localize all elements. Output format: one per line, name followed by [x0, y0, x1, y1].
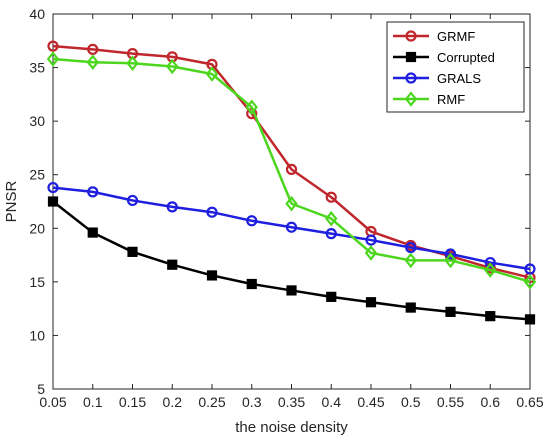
data-point — [206, 206, 218, 218]
data-point — [47, 40, 59, 52]
y-tick-label: 25 — [29, 167, 45, 183]
data-point — [405, 241, 417, 254]
legend-swatch-marker — [405, 30, 417, 42]
data-point — [445, 306, 456, 317]
x-tick-label: 0.1 — [83, 394, 103, 410]
data-point — [87, 227, 98, 238]
data-point — [205, 66, 219, 82]
data-point — [246, 278, 257, 290]
x-tick-label: 0.45 — [357, 394, 384, 410]
legend-swatch-marker — [404, 91, 418, 107]
legend-swatch-marker — [405, 72, 417, 84]
data-point — [166, 201, 178, 213]
y-tick-label: 10 — [29, 327, 45, 343]
data-point — [404, 252, 417, 269]
x-axis-label: the noise density — [235, 419, 348, 436]
x-tick-label: 0.4 — [322, 394, 342, 410]
y-axis-label: PNSR — [3, 181, 20, 223]
data-point — [126, 194, 139, 207]
x-tick-label: 0.05 — [39, 394, 66, 410]
data-point — [47, 181, 59, 194]
legend-label: RMF — [437, 92, 465, 107]
x-tick-label: 0.3 — [242, 394, 262, 410]
data-point — [246, 215, 258, 227]
data-point — [87, 43, 99, 55]
legend-item: GRALS — [393, 71, 481, 86]
data-point — [285, 221, 298, 233]
legend-item: Corrupted — [393, 50, 495, 65]
data-point — [206, 270, 218, 281]
data-point — [524, 263, 536, 275]
y-tick-label: 35 — [29, 60, 45, 76]
data-point — [326, 291, 337, 302]
legend-swatch-marker — [405, 51, 417, 63]
series-rmf — [46, 51, 537, 290]
legend-label: GRMF — [437, 29, 475, 44]
data-point — [444, 252, 457, 269]
legend-label: GRALS — [437, 71, 481, 86]
data-point — [285, 195, 298, 212]
x-tick-label: 0.2 — [163, 394, 183, 410]
x-tick-label: 0.5 — [401, 394, 421, 410]
legend: GRMF Corrupted GRALS RMF — [386, 21, 525, 113]
data-point — [484, 262, 497, 278]
data-point — [365, 297, 377, 308]
data-point — [484, 256, 496, 269]
data-point — [127, 246, 138, 257]
data-point — [325, 210, 338, 227]
data-point — [126, 55, 139, 72]
data-point — [285, 163, 298, 175]
data-point — [86, 54, 99, 70]
x-axis: 0.05 0.1 0.15 0.2 0.25 0.3 0.35 0.4 0.45 0.5 0.55 0… — [39, 14, 544, 410]
x-tick-label: 0.15 — [119, 394, 146, 410]
y-tick-label: 20 — [29, 220, 45, 236]
data-point — [365, 234, 377, 246]
y-tick-label: 5 — [37, 381, 45, 397]
data-point — [166, 58, 179, 75]
data-point — [46, 51, 60, 67]
x-tick-label: 0.35 — [278, 394, 305, 410]
data-point — [245, 99, 258, 115]
data-point — [286, 285, 297, 296]
series-corrupted — [47, 196, 536, 325]
data-point — [167, 259, 178, 270]
data-point — [524, 314, 536, 325]
x-tick-label: 0.55 — [437, 394, 464, 410]
legend-item: GRMF — [393, 29, 475, 44]
data-point — [405, 302, 416, 313]
data-point — [47, 196, 59, 207]
data-point — [325, 228, 337, 240]
legend-label: Corrupted — [437, 50, 495, 65]
y-tick-label: 30 — [29, 113, 45, 129]
y-axis: 5 10 15 20 25 30 35 40 — [29, 6, 530, 397]
series-line — [52, 57, 531, 284]
x-tick-label: 0.65 — [516, 394, 543, 410]
data-point — [325, 191, 337, 203]
x-tick-label: 0.25 — [198, 394, 225, 410]
data-point — [485, 311, 496, 322]
data-point — [364, 245, 378, 261]
x-tick-label: 0.6 — [481, 394, 501, 410]
series-layer — [46, 40, 537, 325]
y-tick-label: 40 — [29, 6, 45, 22]
data-point — [87, 186, 99, 198]
data-point — [444, 248, 457, 260]
legend-item: RMF — [393, 91, 465, 107]
y-tick-label: 15 — [29, 274, 45, 290]
data-point — [523, 274, 537, 290]
